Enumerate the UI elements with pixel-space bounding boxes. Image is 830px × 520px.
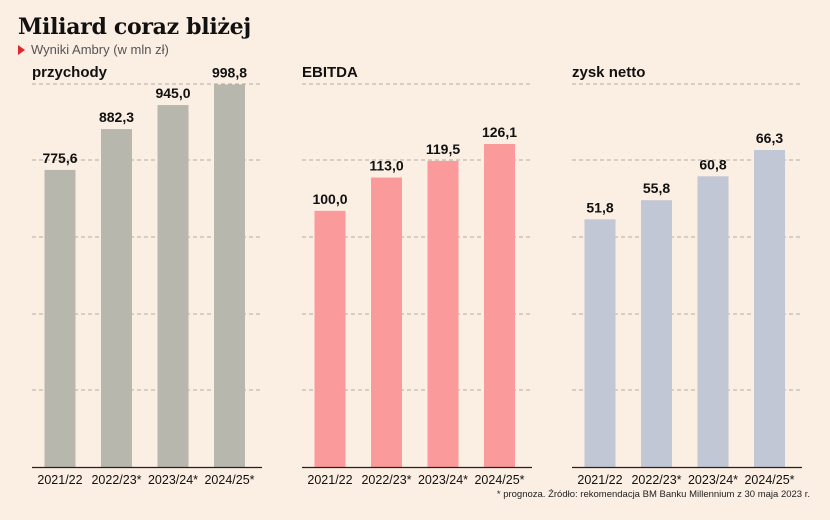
- data-label: 113,0: [369, 158, 403, 174]
- chart-title: Miliard coraz bliżej: [18, 14, 251, 40]
- data-label: 60,8: [699, 156, 726, 172]
- data-label: 945,0: [155, 85, 190, 101]
- category-label: 2024/25*: [474, 473, 524, 487]
- category-label: 2023/24*: [688, 473, 738, 487]
- data-label: 100,0: [312, 191, 347, 207]
- footnote: * prognoza. Źródło: rekomendacja BM Bank…: [496, 489, 810, 500]
- category-label: 2024/25*: [204, 473, 254, 487]
- bar: [157, 105, 189, 467]
- red-triangle-icon: [18, 44, 25, 55]
- category-label: 2021/22: [577, 473, 622, 487]
- bar: [314, 210, 346, 468]
- bar: [697, 176, 729, 468]
- bar: [427, 160, 459, 467]
- bar: [584, 219, 616, 467]
- category-label: 2024/25*: [744, 473, 794, 487]
- bar: [44, 169, 76, 468]
- data-label: 55,8: [643, 180, 670, 196]
- subtitle-text: Wyniki Ambry (w mln zł): [31, 42, 169, 57]
- panel-title: zysk netto: [572, 64, 645, 81]
- bar: [484, 144, 515, 467]
- panel-title: EBITDA: [302, 64, 358, 81]
- data-label: 126,1: [482, 124, 517, 140]
- data-label: 66,3: [756, 130, 783, 146]
- data-label: 775,6: [42, 150, 77, 166]
- bar: [214, 84, 245, 468]
- bar: [754, 150, 785, 467]
- data-label: 119,5: [426, 141, 460, 157]
- category-label: 2021/22: [307, 473, 352, 487]
- chart-subtitle: Wyniki Ambry (w mln zł): [18, 42, 169, 57]
- data-label: 998,8: [212, 64, 247, 80]
- category-label: 2023/24*: [148, 473, 198, 487]
- data-label: 51,8: [586, 199, 613, 215]
- bar: [641, 200, 672, 467]
- category-label: 2022/23*: [91, 473, 141, 487]
- category-label: 2022/23*: [361, 473, 411, 487]
- panel-title: przychody: [32, 64, 108, 81]
- category-label: 2021/22: [37, 473, 82, 487]
- data-label: 882,3: [99, 109, 134, 125]
- category-label: 2023/24*: [418, 473, 468, 487]
- bar: [371, 177, 402, 467]
- category-label: 2022/23*: [631, 473, 681, 487]
- bar: [101, 129, 132, 467]
